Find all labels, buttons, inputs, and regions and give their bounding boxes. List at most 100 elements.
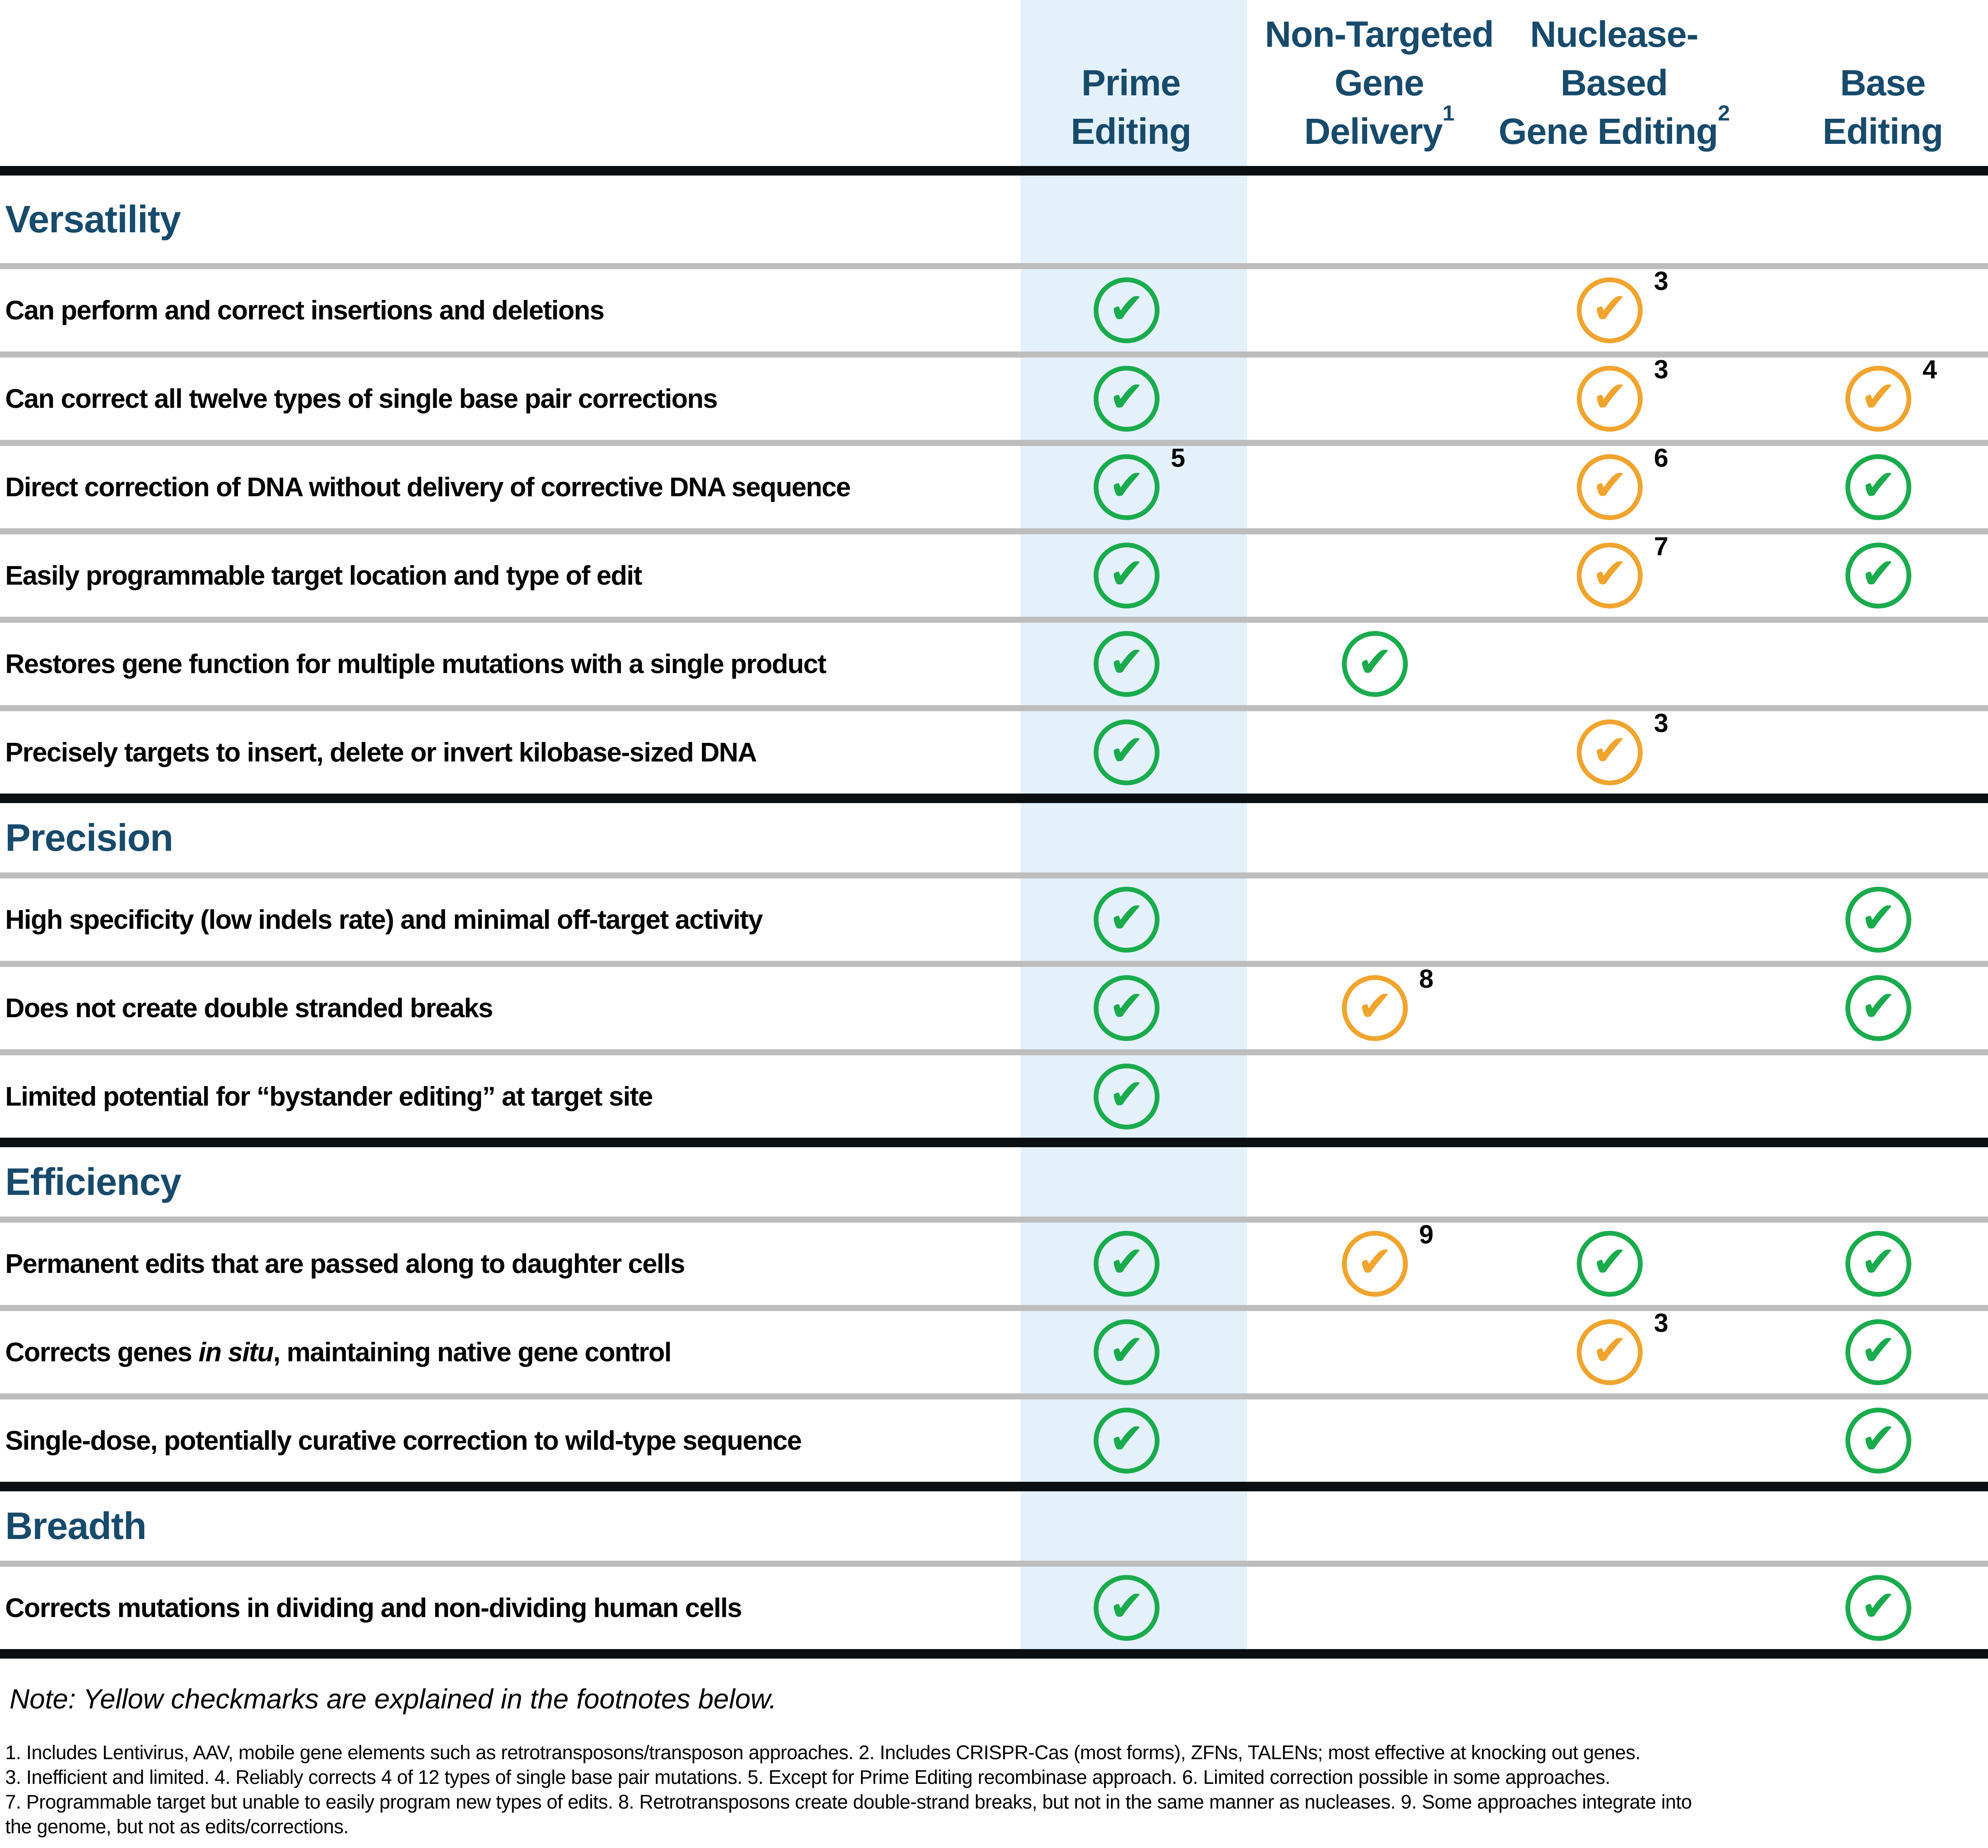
checkmark-green-icon: ✔ — [1845, 454, 1911, 520]
column-header-prime: Prime Editing — [936, 59, 1326, 156]
table-body: Versatility Can perform and correct inser… — [0, 176, 1988, 1659]
check-glyph: ✔ — [1592, 461, 1628, 510]
check-glyph: ✔ — [1592, 726, 1628, 775]
checkmark-yellow-icon: ✔ — [1577, 1319, 1643, 1385]
column-header-base: Base Editing — [1688, 59, 1988, 156]
footnote-superscript: 5 — [1171, 443, 1186, 472]
table-row: Can correct all twelve types of single b… — [0, 351, 1988, 440]
footnote-superscript: 9 — [1419, 1220, 1434, 1249]
check-glyph: ✔ — [1108, 1326, 1145, 1375]
column-header-text: Prime — [1081, 62, 1181, 103]
check-glyph: ✔ — [1108, 726, 1145, 775]
footnote-superscript: 3 — [1654, 1308, 1669, 1337]
checkmark-yellow-icon: ✔ — [1577, 366, 1643, 432]
checkmark-yellow-icon: ✔ — [1577, 277, 1643, 343]
checkmark-green-icon: ✔ — [1094, 366, 1160, 432]
checkmark-yellow-icon: ✔ — [1342, 1231, 1408, 1297]
check-glyph: ✔ — [1592, 549, 1628, 599]
check-glyph: ✔ — [1860, 893, 1897, 943]
check-glyph: ✔ — [1108, 1070, 1145, 1119]
table-row: Precisely targets to insert, delete or i… — [0, 705, 1988, 794]
table-row: Does not create double stranded breaks ✔ ✔… — [0, 961, 1988, 1049]
row-label-segment: Restores gene function for multiple muta… — [5, 649, 826, 679]
row-label-italic-segment: in situ — [198, 1337, 274, 1367]
row-label-segment: Easily programmable target location and … — [5, 560, 642, 591]
footnote-superscript: 4 — [1923, 355, 1937, 384]
checkmark-green-icon: ✔ — [1094, 887, 1160, 953]
checkmark-green-icon: ✔ — [1094, 719, 1160, 785]
row-label: Can perform and correct insertions and d… — [0, 295, 604, 326]
check-glyph: ✔ — [1108, 638, 1145, 687]
table-row: Limited potential for “bystander editing… — [0, 1049, 1988, 1138]
table-header: Prime Editing Non-Targeted Gene Delivery1 Nuc… — [0, 0, 1988, 176]
section-precision: Precision High specificity (low indels ra… — [0, 803, 1988, 1147]
check-glyph: ✔ — [1860, 1237, 1897, 1287]
table-row: Can perform and correct insertions and d… — [0, 263, 1988, 351]
check-glyph: ✔ — [1108, 461, 1145, 510]
table-row: High specificity (low indels rate) and m… — [0, 872, 1988, 961]
section-versatility: Versatility Can perform and correct inser… — [0, 176, 1988, 803]
section-efficiency: Efficiency Permanent edits that are passe… — [0, 1147, 1988, 1491]
check-glyph: ✔ — [1357, 1237, 1393, 1287]
check-glyph: ✔ — [1108, 893, 1145, 943]
table-row: Permanent edits that are passed along to… — [0, 1217, 1988, 1305]
footnote-superscript: 3 — [1654, 267, 1669, 296]
row-label: High specificity (low indels rate) and m… — [0, 904, 763, 935]
check-glyph: ✔ — [1860, 1581, 1897, 1631]
table-row: Easily programmable target location and … — [0, 528, 1988, 617]
section-title: Efficiency — [5, 1160, 182, 1203]
checkmark-green-icon: ✔ — [1845, 1408, 1911, 1474]
row-label-segment: Limited potential for “bystander editing… — [5, 1081, 653, 1112]
check-glyph: ✔ — [1108, 372, 1145, 422]
check-glyph: ✔ — [1108, 1237, 1145, 1287]
column-header-non_targeted: Non-Targeted Gene Delivery1 — [1184, 10, 1574, 156]
column-header-text: Non-Targeted — [1265, 14, 1494, 55]
checkmark-green-icon: ✔ — [1094, 1319, 1160, 1385]
table-row: Restores gene function for multiple muta… — [0, 617, 1988, 705]
column-footnote-superscript: 1 — [1442, 100, 1455, 125]
check-glyph: ✔ — [1592, 284, 1628, 333]
column-header-nuclease: Nuclease- Based Gene Editing2 — [1419, 10, 1809, 156]
row-label: Restores gene function for multiple muta… — [0, 649, 826, 680]
column-header-text: Based — [1560, 62, 1668, 103]
column-header-text: Gene Editing2 — [1498, 100, 1730, 152]
check-glyph: ✔ — [1860, 982, 1897, 1031]
column-header-text: Delivery1 — [1304, 100, 1455, 152]
checkmark-green-icon: ✔ — [1845, 975, 1911, 1041]
row-label-segment: Can correct all twelve types of single b… — [5, 384, 718, 414]
row-label: Corrects mutations in dividing and non-d… — [0, 1593, 742, 1624]
checkmark-green-icon: ✔ — [1577, 1231, 1643, 1297]
checkmark-yellow-icon: ✔ — [1342, 975, 1408, 1041]
checkmark-green-icon: ✔ — [1094, 1408, 1160, 1474]
row-label-segment: Can perform and correct insertions and d… — [5, 295, 604, 325]
footnote-superscript: 7 — [1654, 532, 1669, 561]
checkmark-green-icon: ✔ — [1845, 1231, 1911, 1297]
column-footnote-superscript: 2 — [1718, 100, 1730, 125]
row-label-segment: , maintaining native gene control — [273, 1337, 672, 1367]
footnote-superscript: 8 — [1419, 964, 1434, 993]
table-row: Corrects mutations in dividing and non-d… — [0, 1561, 1988, 1649]
column-header-text: Editing — [1071, 111, 1192, 152]
row-label-segment: Corrects genes — [5, 1337, 199, 1367]
check-glyph: ✔ — [1108, 549, 1145, 599]
section-title: Versatility — [5, 198, 181, 241]
check-glyph: ✔ — [1860, 461, 1897, 510]
checkmark-yellow-icon: ✔ — [1577, 454, 1643, 520]
row-label: Precisely targets to insert, delete or i… — [0, 737, 757, 768]
check-glyph: ✔ — [1592, 372, 1628, 422]
checkmark-green-icon: ✔ — [1094, 631, 1160, 697]
checkmark-yellow-icon: ✔ — [1577, 719, 1643, 785]
footnote-superscript: 3 — [1654, 355, 1669, 384]
checkmark-green-icon: ✔ — [1094, 454, 1160, 520]
check-glyph: ✔ — [1357, 982, 1393, 1031]
check-glyph: ✔ — [1860, 1326, 1897, 1375]
checkmark-green-icon: ✔ — [1845, 1575, 1911, 1641]
checkmark-green-icon: ✔ — [1342, 631, 1408, 697]
check-glyph: ✔ — [1592, 1237, 1628, 1287]
row-label-segment: Permanent edits that are passed along to… — [5, 1249, 685, 1279]
checkmark-green-icon: ✔ — [1094, 1231, 1160, 1297]
check-glyph: ✔ — [1108, 284, 1145, 333]
row-label-segment: Direct correction of DNA without deliver… — [5, 472, 851, 502]
check-glyph: ✔ — [1860, 549, 1897, 599]
